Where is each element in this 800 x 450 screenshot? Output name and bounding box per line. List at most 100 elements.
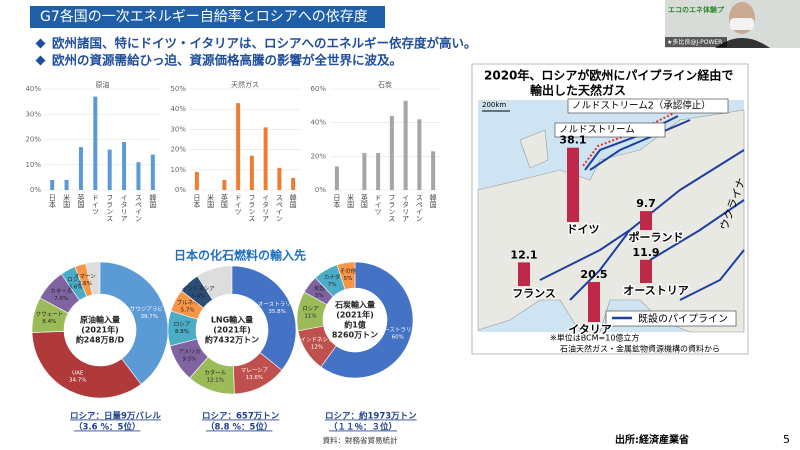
x-tick-label: 英国 (360, 193, 368, 209)
map-note: ※単位はBCM=10億立方 (550, 333, 639, 343)
title: G7各国の一次エネルギー自給率とロシアへの依存度 (40, 8, 368, 25)
pie-caption: ロシア：約1973万トン (325, 411, 417, 422)
nord-stream-2 (582, 111, 677, 167)
map-title: 2020年、ロシアが欧州にパイプライン経由で (484, 68, 733, 83)
bar (150, 154, 155, 190)
video-logo: エコのエネ体験プ (668, 5, 725, 14)
slice-label: オーストラリア (379, 326, 418, 333)
y-tick-label: 40% (170, 105, 186, 113)
x-tick-label: 韓国 (289, 193, 297, 209)
bar (403, 100, 408, 190)
pie-center-label: 約7432万トン (205, 335, 259, 345)
slice-value: 35.8% (268, 309, 285, 315)
slice-label: サウジアラビア (130, 305, 169, 313)
x-tick-label: ドイツ (91, 194, 99, 215)
slice-label: クウェート (36, 310, 64, 318)
bar (236, 103, 241, 190)
slice-label: アメリカ (179, 349, 201, 356)
bullet: 欧州諸国、特にドイツ・イタリアは、ロシアへのエネルギー依存度が高い。 (52, 36, 477, 51)
country-label: イタリア (568, 323, 612, 336)
slice-value: 5.7% (181, 307, 195, 313)
slice-label: ロシア (67, 277, 84, 284)
x-tick-label: イタリア (262, 194, 270, 222)
x-tick-label: ドイツ (374, 194, 382, 215)
bar (376, 152, 381, 190)
bar (291, 177, 296, 190)
map-title: 輸出した天然ガス (530, 83, 626, 98)
section-heading: 日本の化石燃料の輸入先 (174, 248, 306, 263)
x-tick-label: スペイン (275, 194, 283, 222)
x-tick-label: 日本 (333, 194, 341, 209)
country-label: ドイツ (567, 223, 600, 236)
x-tick-label: フランス (106, 194, 114, 222)
bar (263, 127, 268, 190)
scale-label: 200km (482, 101, 506, 109)
x-tick-label: 英国 (220, 193, 228, 209)
y-tick-label: 0% (315, 186, 326, 194)
chart-title: 天然ガス (231, 80, 259, 89)
x-tick-label: ドイツ (234, 194, 242, 215)
x-tick-label: フランス (388, 194, 396, 222)
person-body (715, 38, 770, 48)
slice-value: 11% (304, 313, 316, 319)
footer-source: 出所:経済産業省 (615, 433, 689, 446)
page-number: 5 (783, 433, 790, 446)
bar (194, 171, 199, 190)
bar (277, 167, 282, 190)
map-card: ノルドストリーム2（承認停止） ノルドストリーム 200km ウクライナ 既設の… (471, 63, 749, 355)
slice-value: 39.7% (141, 314, 158, 320)
slice-value: 7.6% (54, 296, 68, 302)
y-tick-label: 10% (25, 161, 41, 169)
pie-center (196, 294, 268, 366)
pie-center-label: 原油輸入量 (80, 315, 120, 325)
slice-label: インドネシア (300, 337, 334, 344)
slice-value: 7% (328, 282, 337, 288)
pie-caption: ロシア：657万トン (202, 412, 280, 422)
bar (389, 115, 394, 190)
map-value: 12.1 (510, 248, 537, 261)
slice-value: 12.1% (206, 378, 223, 384)
x-tick-label: 韓国 (149, 193, 157, 209)
slice-value: 5.4% (191, 294, 205, 300)
y-tick-label: 0% (175, 186, 186, 194)
slice-label: カタール (50, 287, 73, 295)
x-tick-label: 英国 (77, 193, 85, 209)
pie-center-label: LNG輸入量 (211, 315, 253, 325)
map-note: 石油天然ガス・金属鉱物資源機構の資料から (560, 344, 720, 354)
y-tick-label: 50% (170, 85, 186, 93)
x-tick-label: 米国 (63, 193, 71, 209)
x-tick-label: スペイン (134, 194, 142, 222)
y-tick-label: 20% (310, 152, 326, 160)
x-tick-label: スペイン (415, 194, 423, 222)
person-mask (730, 18, 754, 30)
map-bar (518, 262, 530, 286)
slice-label: 米国 (314, 284, 326, 292)
bullet-marker (35, 38, 46, 49)
slice-value: 13.6% (246, 375, 263, 381)
bar (431, 151, 436, 190)
slice-value: 9.5% (182, 357, 196, 363)
video-overlay: エコのエネ体験プ ★多比良@J-POWER (665, 0, 800, 48)
x-tick-label: イタリア (402, 194, 410, 222)
map-value: 38.1 (559, 134, 586, 147)
map-bar (640, 211, 652, 230)
map-value: 9.7 (636, 197, 656, 210)
country-label: ポーランド (629, 230, 684, 244)
x-tick-label: フランス (248, 194, 256, 222)
slice-label: マレーシア (241, 367, 269, 374)
x-tick-label: 日本 (48, 194, 56, 209)
pie-center-label: 約248万B/D (76, 335, 125, 345)
slice-value: 8.4% (42, 319, 56, 325)
slice-label: ロシア (174, 321, 191, 328)
slice-value: 8.8% (175, 329, 189, 335)
bar (64, 179, 69, 190)
bullet-marker (35, 55, 46, 66)
slice-label: その他 (340, 267, 357, 275)
source-note: 資料：財務省貿易統計 (323, 435, 398, 445)
bar (107, 149, 112, 190)
slice-label: ロシア (302, 305, 319, 312)
x-tick-label: 韓国 (429, 193, 437, 209)
y-tick-label: 20% (25, 136, 41, 144)
bar (222, 179, 227, 190)
slice-label: UAE (72, 370, 84, 376)
